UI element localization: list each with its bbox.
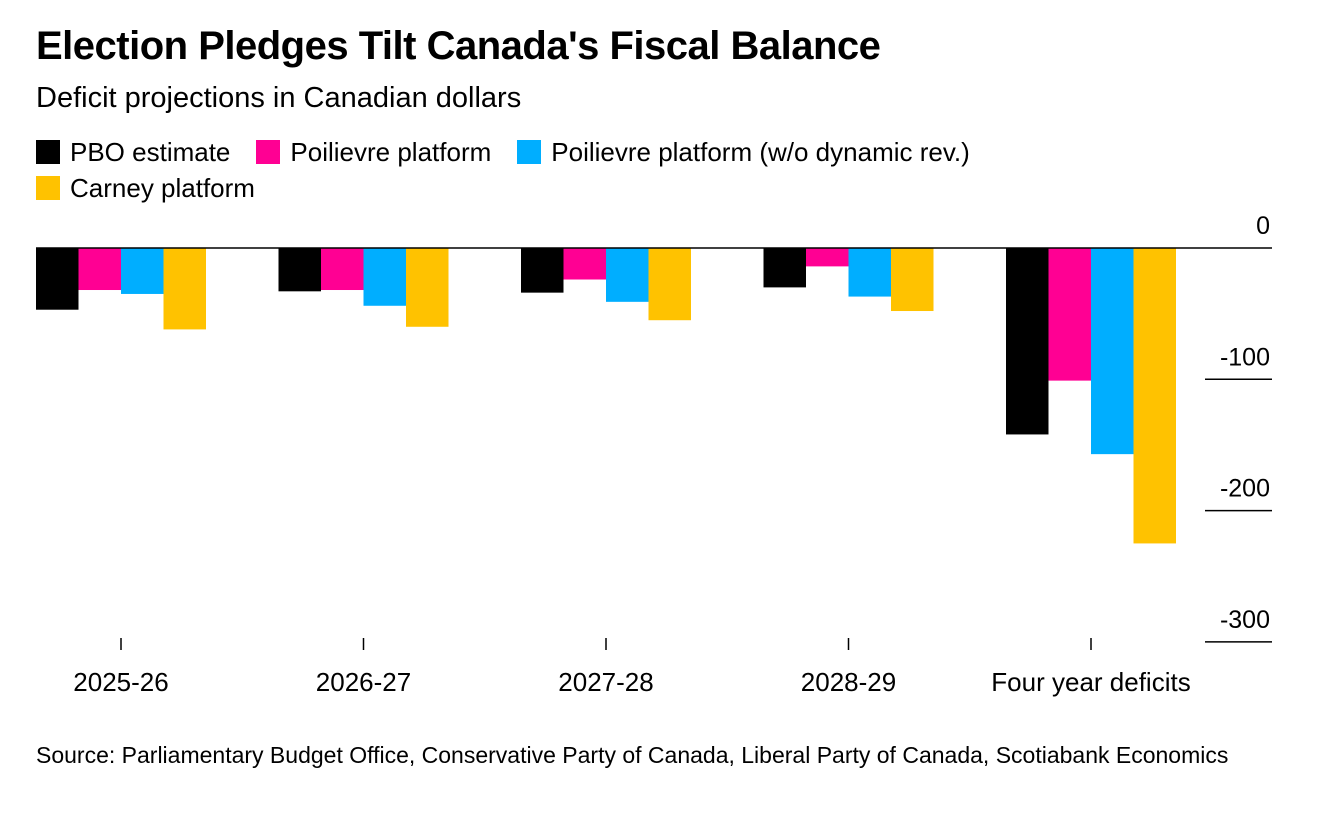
y-tick-label-1: -100 bbox=[1220, 343, 1270, 371]
bar-0-3 bbox=[763, 248, 806, 288]
bar-3-1 bbox=[406, 248, 449, 327]
chart-title: Election Pledges Tilt Canada's Fiscal Ba… bbox=[36, 24, 881, 68]
y-tick-label-3: -300 bbox=[1220, 606, 1270, 634]
x-label-0: 2025-26 bbox=[73, 667, 168, 697]
x-label-4: Four year deficits bbox=[991, 667, 1190, 697]
legend-swatch-carney bbox=[36, 176, 60, 200]
legend-swatch-poilievre-no-dynamic bbox=[517, 140, 542, 164]
bar-1-3 bbox=[806, 248, 849, 267]
bar-0-0 bbox=[36, 248, 79, 310]
x-label-2: 2027-28 bbox=[558, 667, 653, 697]
bar-3-0 bbox=[163, 248, 206, 330]
bar-1-0 bbox=[78, 248, 121, 291]
bar-2-0 bbox=[121, 248, 164, 294]
legend-item-pbo: PBO estimate bbox=[36, 137, 230, 168]
legend-item-poilievre-no-dynamic: Poilievre platform (w/o dynamic rev.) bbox=[517, 137, 970, 168]
bar-3-4 bbox=[1133, 248, 1176, 544]
bar-2-1 bbox=[363, 248, 406, 306]
bar-1-4 bbox=[1048, 248, 1091, 381]
legend-label-poilievre-no-dynamic: Poilievre platform (w/o dynamic rev.) bbox=[551, 136, 970, 167]
bar-1-2 bbox=[563, 248, 606, 280]
source-note: Source: Parliamentary Budget Office, Con… bbox=[36, 742, 1229, 768]
x-label-1: 2026-27 bbox=[316, 667, 411, 697]
y-tick-label-2: -200 bbox=[1220, 475, 1270, 503]
bar-2-4 bbox=[1091, 248, 1134, 455]
legend-label-poilievre: Poilievre platform bbox=[290, 136, 492, 167]
bar-0-1 bbox=[278, 248, 321, 292]
legend-row-1: PBO estimate Poilievre platform Poilievr… bbox=[36, 134, 1236, 170]
bar-2-2 bbox=[606, 248, 649, 302]
legend-item-poilievre: Poilievre platform bbox=[256, 137, 491, 168]
bar-1-1 bbox=[321, 248, 364, 291]
x-label-3: 2028-29 bbox=[801, 667, 896, 697]
bar-3-3 bbox=[891, 248, 934, 312]
bar-0-4 bbox=[1006, 248, 1049, 435]
bar-0-2 bbox=[521, 248, 564, 293]
legend-item-carney: Carney platform bbox=[36, 173, 255, 204]
legend-label-pbo: PBO estimate bbox=[70, 136, 231, 167]
bar-2-3 bbox=[848, 248, 891, 297]
legend-swatch-poilievre bbox=[256, 140, 281, 164]
legend-label-carney: Carney platform bbox=[70, 172, 255, 203]
bar-3-2 bbox=[648, 248, 691, 321]
legend-swatch-pbo bbox=[36, 140, 60, 164]
legend-row-2: Carney platform bbox=[36, 170, 1236, 206]
y-tick-label-0: 0 bbox=[1256, 212, 1270, 240]
legend: PBO estimate Poilievre platform Poilievr… bbox=[36, 134, 1236, 206]
chart-subtitle: Deficit projections in Canadian dollars bbox=[36, 82, 522, 114]
